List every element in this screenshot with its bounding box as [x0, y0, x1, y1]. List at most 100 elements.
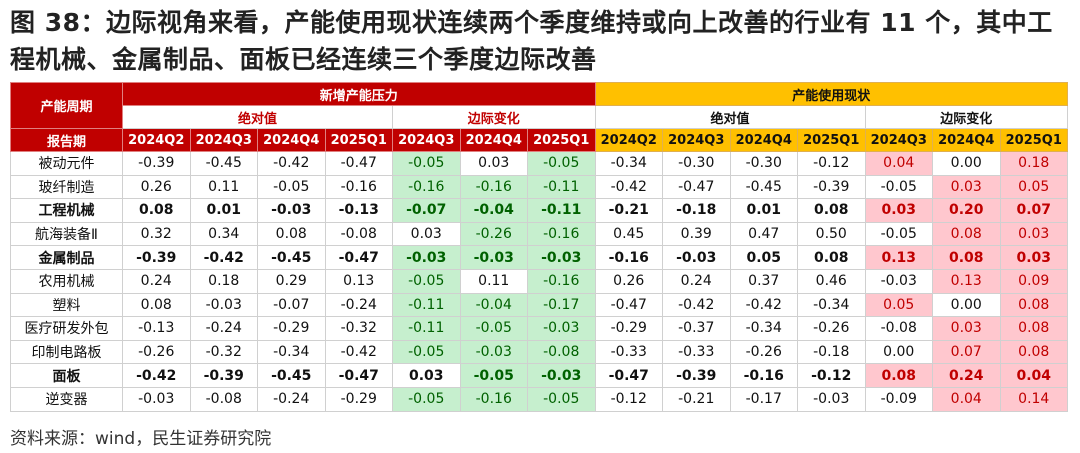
cell: -0.34	[257, 339, 326, 365]
cell: -0.24	[324, 292, 393, 318]
cell: 0.08	[122, 292, 191, 318]
cell: -0.34	[594, 151, 663, 176]
cell: 0.13	[864, 245, 933, 270]
cell: -0.33	[662, 339, 731, 365]
cell: 0.07	[932, 339, 1001, 365]
data-row: 印制电路板 -0.26 -0.32 -0.34 -0.42 -0.05 -0.03 -0.08…	[10, 339, 1068, 365]
cell: -0.16	[594, 245, 663, 270]
header-row: 产能周期 新增产能压力 产能使用现状	[10, 82, 1068, 129]
cell: 0.03	[932, 174, 1001, 200]
cell: -0.03	[797, 386, 866, 412]
cell: 0.04	[932, 386, 1001, 412]
cell: 0.18	[189, 268, 258, 294]
cell: -0.12	[797, 151, 866, 176]
cell: -0.05	[392, 268, 461, 294]
cell: -0.13	[324, 198, 393, 223]
header-row: 报告期 2024Q2 2024Q3 2024Q4 2025Q1 2024Q3 2024Q4 2…	[10, 128, 1068, 152]
cell: -0.05	[392, 339, 461, 365]
period-header: 2025Q1	[527, 128, 596, 152]
cell: 0.03	[392, 363, 461, 388]
data-row: 玻纤制造 0.26 0.11 -0.05 -0.16 -0.16 -0.16 -0.11 -0.…	[10, 174, 1068, 200]
period-header: 2024Q2	[594, 128, 663, 152]
cell: -0.11	[392, 292, 461, 318]
cell: -0.21	[662, 386, 731, 412]
cell: 0.45	[594, 221, 663, 247]
row-label: 医疗研发外包	[10, 316, 123, 341]
source-note: 资料来源：wind，民生证券研究院	[10, 429, 272, 449]
cell: -0.47	[594, 363, 663, 388]
data-row: 金属制品 -0.39 -0.42 -0.45 -0.47 -0.03 -0.03 -0.03-…	[10, 245, 1068, 270]
cell: 0.03	[392, 221, 461, 247]
cell: -0.03	[392, 245, 461, 270]
cell: 0.24	[122, 268, 191, 294]
data-row: 工程机械 0.08 0.01 -0.03 -0.13 -0.07 -0.04 -0.11 -0.…	[10, 198, 1068, 223]
cell: -0.07	[392, 198, 461, 223]
cell: -0.47	[324, 363, 393, 388]
cell: -0.05	[527, 151, 596, 176]
period-header: 2025Q1	[999, 128, 1068, 152]
cell: -0.42	[594, 174, 663, 200]
cell: 0.03	[999, 245, 1068, 270]
cell: 0.24	[932, 363, 1001, 388]
cell: -0.05	[392, 386, 461, 412]
cell: 0.47	[729, 221, 798, 247]
cell: -0.08	[189, 386, 258, 412]
cell: 0.00	[864, 339, 933, 365]
cell: -0.12	[594, 386, 663, 412]
cell: 0.08	[999, 292, 1068, 318]
data-row: 塑料 0.08 -0.03 -0.07 -0.24 -0.11 -0.04 -0.17 -0.4…	[10, 292, 1068, 318]
cell: -0.04	[459, 292, 528, 318]
cell: -0.05	[257, 174, 326, 200]
cell: -0.16	[729, 363, 798, 388]
cell: -0.07	[257, 292, 326, 318]
period-header: 报告期	[10, 128, 123, 152]
corner-header: 产能周期	[10, 82, 123, 129]
cell: 0.11	[189, 174, 258, 200]
cell: -0.11	[392, 316, 461, 341]
row-label: 农用机械	[10, 268, 123, 294]
cell: -0.03	[527, 245, 596, 270]
data-row: 医疗研发外包 -0.13 -0.24 -0.29 -0.32 -0.11 -0.05 -0.0…	[10, 316, 1068, 341]
cell: -0.29	[594, 316, 663, 341]
cell: -0.17	[729, 386, 798, 412]
subgroup-header: 边际变化	[864, 105, 1068, 129]
cell: -0.05	[864, 174, 933, 200]
subgroup-header: 绝对值	[594, 105, 866, 129]
row-label: 金属制品	[10, 245, 123, 270]
cell: -0.03	[257, 198, 326, 223]
cell: -0.05	[864, 221, 933, 247]
cell: 0.26	[122, 174, 191, 200]
period-header: 2024Q4	[459, 128, 528, 152]
period-header: 2025Q1	[797, 128, 866, 152]
cell: -0.05	[392, 151, 461, 176]
period-header: 2025Q1	[324, 128, 393, 152]
cell: 0.18	[999, 151, 1068, 176]
cell: 0.13	[932, 268, 1001, 294]
cell: 0.05	[864, 292, 933, 318]
cell: 0.08	[999, 339, 1068, 365]
cell: -0.08	[527, 339, 596, 365]
cell: -0.42	[729, 292, 798, 318]
cell: -0.03	[662, 245, 731, 270]
cell: -0.16	[459, 386, 528, 412]
cell: 0.09	[999, 268, 1068, 294]
cell: -0.47	[324, 151, 393, 176]
cell: -0.08	[324, 221, 393, 247]
cell: 0.01	[189, 198, 258, 223]
cell: 0.50	[797, 221, 866, 247]
cell: 0.32	[122, 221, 191, 247]
cell: 0.04	[999, 363, 1068, 388]
cell: 0.08	[122, 198, 191, 223]
cell: -0.47	[662, 174, 731, 200]
cell: -0.03	[122, 386, 191, 412]
period-header: 2024Q4	[257, 128, 326, 152]
cell: -0.39	[122, 245, 191, 270]
cell: -0.11	[527, 174, 596, 200]
cell: -0.45	[257, 363, 326, 388]
period-header: 2024Q3	[662, 128, 731, 152]
cell: 0.08	[257, 221, 326, 247]
cell: 0.34	[189, 221, 258, 247]
cell: -0.09	[864, 386, 933, 412]
row-label: 工程机械	[10, 198, 123, 223]
cell: -0.04	[459, 198, 528, 223]
